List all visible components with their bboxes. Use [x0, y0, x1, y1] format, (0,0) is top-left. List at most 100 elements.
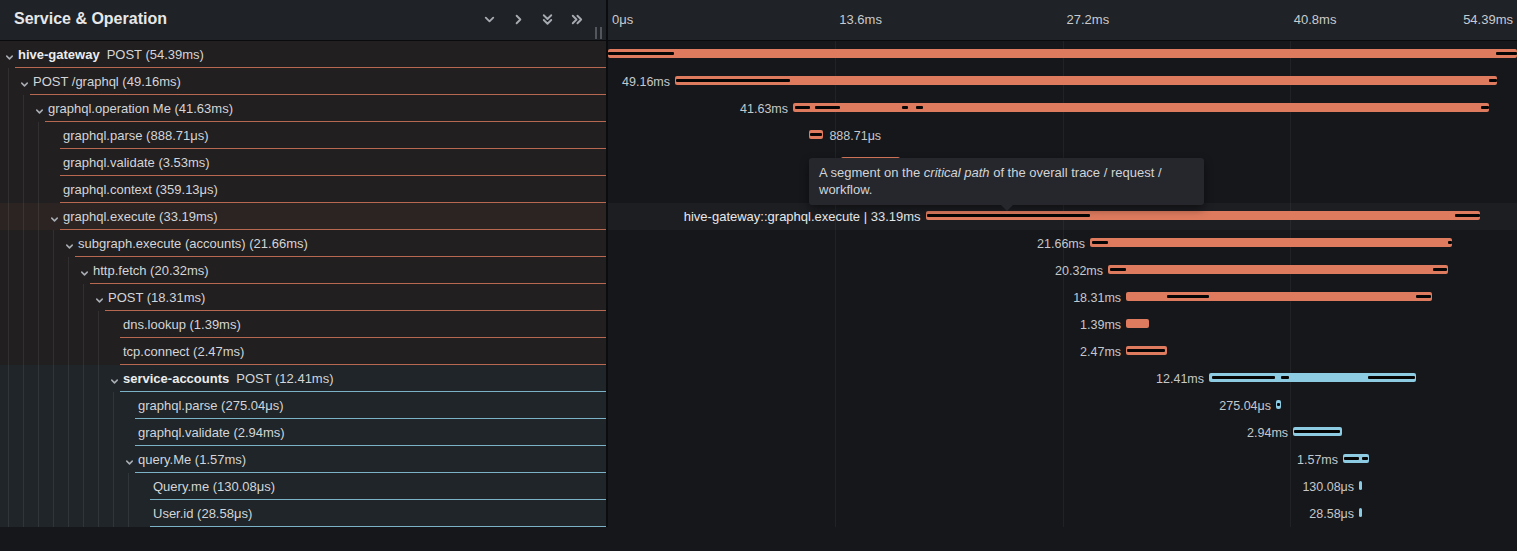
- critical-path-segment[interactable]: [902, 106, 908, 109]
- span-bar[interactable]: [1108, 265, 1448, 274]
- critical-path-segment[interactable]: [1481, 106, 1489, 109]
- span-label: POST /graphql (49.16ms): [33, 74, 181, 89]
- critical-path-segment[interactable]: [608, 52, 674, 55]
- critical-path-segment[interactable]: [1344, 457, 1359, 460]
- span-label: User.id (28.58μs): [153, 506, 252, 521]
- critical-path-segment[interactable]: [1092, 241, 1108, 244]
- critical-path-segment[interactable]: [1455, 214, 1480, 217]
- span-tree-item[interactable]: graphql.validate (3.53ms): [0, 149, 606, 176]
- column-resize-handle[interactable]: [595, 27, 602, 39]
- chevron-down-icon[interactable]: [109, 373, 120, 391]
- critical-path-segment[interactable]: [1110, 268, 1126, 271]
- span-tree-item[interactable]: User.id (28.58μs): [0, 500, 606, 527]
- chevron-down-icon[interactable]: [49, 211, 60, 229]
- critical-path-segment[interactable]: [1368, 376, 1415, 379]
- operation-name: tcp.connect (2.47ms): [123, 344, 244, 359]
- indent-guide: [8, 365, 9, 392]
- indent-guide: [113, 473, 114, 500]
- span-duration-label: 41.63ms: [740, 102, 788, 116]
- span-bar[interactable]: [675, 76, 1497, 85]
- critical-path-segment[interactable]: [1281, 376, 1289, 379]
- critical-path-segment[interactable]: [1212, 376, 1275, 379]
- expand-all-button[interactable]: [568, 13, 584, 29]
- critical-path-segment[interactable]: [1277, 403, 1280, 406]
- critical-path-segment[interactable]: [1448, 241, 1452, 244]
- span-bar[interactable]: [1126, 319, 1149, 328]
- critical-path-segment[interactable]: [1496, 52, 1517, 55]
- span-bar[interactable]: [608, 49, 1517, 58]
- critical-path-segment[interactable]: [1416, 295, 1431, 298]
- span-row: http.fetch (20.32ms)20.32ms: [0, 257, 1517, 284]
- indent-guide: [83, 500, 84, 527]
- chevron-down-icon[interactable]: [94, 292, 105, 310]
- chevron-down-icon[interactable]: [64, 238, 75, 256]
- span-duration-label: 49.16ms: [622, 75, 670, 89]
- indent-guide: [68, 500, 69, 527]
- indent-guide: [8, 95, 9, 122]
- span-bar[interactable]: [1209, 373, 1416, 382]
- chevron-down-icon[interactable]: [19, 76, 30, 94]
- critical-path-segment[interactable]: [1362, 457, 1368, 460]
- indent-guide: [23, 284, 24, 311]
- span-tree-item[interactable]: graphql.parse (888.71μs): [0, 122, 606, 149]
- span-bar[interactable]: [1343, 454, 1369, 463]
- span-bar[interactable]: [1359, 481, 1362, 490]
- span-bar[interactable]: [1126, 292, 1432, 301]
- collapse-one-button[interactable]: [481, 13, 497, 29]
- critical-path-segment[interactable]: [810, 133, 823, 136]
- span-bar[interactable]: [1090, 238, 1452, 247]
- critical-path-segment[interactable]: [795, 106, 810, 109]
- indent-guide: [23, 311, 24, 338]
- operation-name: query.Me (1.57ms): [138, 452, 246, 467]
- span-tree-item[interactable]: graphql.operation Me (41.63ms): [0, 95, 606, 122]
- span-bar[interactable]: [793, 103, 1489, 112]
- span-tree-item[interactable]: query.Me (1.57ms): [0, 446, 606, 473]
- span-tree-item[interactable]: POST /graphql (49.16ms): [0, 68, 606, 95]
- span-label: graphql.operation Me (41.63ms): [48, 101, 233, 116]
- panel-divider[interactable]: [606, 0, 608, 527]
- span-bar[interactable]: [1293, 427, 1342, 436]
- span-duration-label: 130.08μs: [1302, 480, 1354, 494]
- expand-one-button[interactable]: [510, 13, 526, 29]
- span-tree-item[interactable]: graphql.execute (33.19ms): [0, 203, 606, 230]
- axis-tick-label: 27.2ms: [1067, 12, 1110, 27]
- chevron-down-icon[interactable]: [79, 265, 90, 283]
- indent-guide: [23, 365, 24, 392]
- critical-path-segment[interactable]: [676, 79, 790, 82]
- chevron-down-icon[interactable]: [34, 103, 45, 121]
- span-row: graphql.parse (888.71μs)888.71μs: [0, 122, 1517, 149]
- span-tree-item[interactable]: http.fetch (20.32ms): [0, 257, 606, 284]
- span-bar[interactable]: [1359, 508, 1362, 517]
- span-tree-item[interactable]: graphql.validate (2.94ms): [0, 419, 606, 446]
- span-bar[interactable]: [1276, 400, 1281, 409]
- span-tree-item[interactable]: subgraph.execute (accounts) (21.66ms): [0, 230, 606, 257]
- critical-path-segment[interactable]: [1167, 295, 1209, 298]
- critical-path-segment[interactable]: [1433, 268, 1447, 271]
- span-tree-item[interactable]: graphql.context (359.13μs): [0, 176, 606, 203]
- span-bar[interactable]: [1126, 346, 1167, 355]
- span-tree-item[interactable]: graphql.parse (275.04μs): [0, 392, 606, 419]
- critical-path-segment[interactable]: [1489, 79, 1497, 82]
- span-duration-label: 1.57ms: [1297, 453, 1338, 467]
- critical-path-segment[interactable]: [1127, 349, 1165, 352]
- span-bar[interactable]: [809, 130, 824, 139]
- span-tree-item[interactable]: POST (18.31ms): [0, 284, 606, 311]
- span-tree-item[interactable]: Query.me (130.08μs): [0, 473, 606, 500]
- operation-name: graphql.parse (275.04μs): [138, 398, 284, 413]
- span-tree-item[interactable]: hive-gatewayPOST (54.39ms): [0, 41, 606, 68]
- critical-path-segment[interactable]: [916, 106, 923, 109]
- critical-path-segment[interactable]: [1294, 430, 1340, 433]
- indent-guide: [68, 473, 69, 500]
- indent-guide: [23, 338, 24, 365]
- span-tree-item[interactable]: tcp.connect (2.47ms): [0, 338, 606, 365]
- indent-guide: [23, 392, 24, 419]
- span-tree-item[interactable]: service-accountsPOST (12.41ms): [0, 365, 606, 392]
- critical-path-segment[interactable]: [815, 106, 840, 109]
- span-tree-item[interactable]: dns.lookup (1.39ms): [0, 311, 606, 338]
- chevron-down-icon[interactable]: [124, 454, 135, 472]
- indent-guide: [38, 500, 39, 527]
- collapse-all-button[interactable]: [539, 13, 555, 29]
- operation-name: POST (12.41ms): [236, 371, 333, 386]
- operation-name: graphql.validate (3.53ms): [63, 155, 210, 170]
- chevron-down-icon[interactable]: [4, 49, 15, 67]
